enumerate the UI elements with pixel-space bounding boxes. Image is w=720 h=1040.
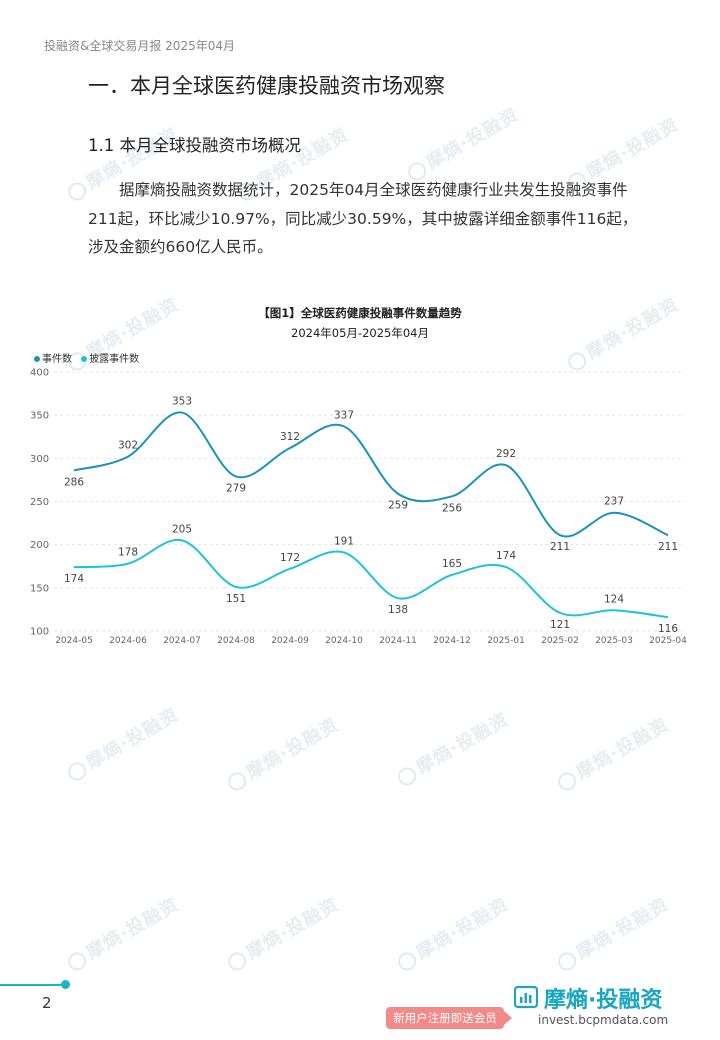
- legend-marker: [34, 356, 40, 362]
- legend-label: 事件数: [42, 354, 72, 365]
- data-label: 174: [64, 573, 84, 585]
- x-tick-label: 2024-06: [109, 636, 147, 646]
- data-label: 172: [280, 552, 300, 564]
- footer-accent-dot: [61, 980, 70, 989]
- watermark: 摩熵·投融资: [392, 706, 513, 791]
- brand-url[interactable]: invest.bcpmdata.com: [538, 1013, 669, 1027]
- data-label: 312: [280, 431, 300, 443]
- x-tick-label: 2024-08: [217, 636, 255, 646]
- watermark: 摩熵·投融资: [392, 891, 513, 976]
- section-title: 一．本月全球医药健康投融资市场观察: [88, 74, 445, 98]
- watermark: 摩熵·投融资: [62, 891, 183, 976]
- data-label: 259: [388, 500, 408, 512]
- data-label: 292: [496, 448, 516, 460]
- legend-item-events: 事件数: [34, 354, 75, 365]
- data-label: 165: [442, 558, 462, 570]
- x-tick-label: 2024-11: [379, 636, 417, 646]
- chart-legend: 事件数 披露事件数: [34, 350, 145, 365]
- running-header: 投融资&全球交易月报 2025年04月: [44, 39, 235, 53]
- brand-logo-icon: [514, 985, 538, 1009]
- data-label: 237: [604, 496, 624, 508]
- data-label: 178: [118, 547, 138, 559]
- subsection-title: 1.1 本月全球投融资市场概况: [88, 136, 301, 155]
- data-label: 302: [118, 440, 138, 452]
- footer-accent-line: [0, 984, 66, 986]
- series-line-events: [73, 411, 669, 538]
- data-label: 124: [604, 593, 624, 605]
- data-label: 151: [226, 593, 246, 605]
- x-tick-label: 2024-05: [55, 636, 93, 646]
- data-label: 211: [550, 541, 570, 553]
- x-tick-label: 2025-03: [595, 636, 633, 646]
- y-tick-label: 250: [30, 497, 49, 508]
- y-tick-label: 350: [30, 411, 49, 422]
- watermark: 摩熵·投融资: [62, 701, 183, 786]
- data-label: 256: [442, 502, 462, 514]
- chart-subtitle: 2024年05月-2025年04月: [291, 326, 429, 340]
- chart-title: 【图1】全球医药健康投融事件数量趋势: [258, 306, 462, 320]
- legend-label: 披露事件数: [89, 354, 140, 365]
- y-tick-label: 300: [30, 454, 49, 465]
- series-line-disclosed: [73, 538, 669, 619]
- x-tick-label: 2025-01: [487, 636, 525, 646]
- x-tick-label: 2025-04: [649, 636, 687, 646]
- x-tick-label: 2024-09: [271, 636, 309, 646]
- data-label: 138: [388, 604, 408, 616]
- watermark: 摩熵·投融资: [552, 891, 673, 976]
- x-tick-label: 2025-02: [541, 636, 579, 646]
- x-tick-label: 2024-07: [163, 636, 201, 646]
- promo-badge[interactable]: 新用户注册即送会员: [386, 1007, 512, 1029]
- data-label: 174: [496, 550, 516, 562]
- line-chart: 400 350 300 250 200 150 100 2024-05 2024-06 2024-…: [30, 368, 687, 647]
- data-label: 286: [64, 476, 84, 488]
- x-tick-label: 2024-10: [325, 636, 363, 646]
- watermark: 摩熵·投融资: [552, 711, 673, 796]
- legend-item-disclosed: 披露事件数: [81, 354, 139, 365]
- data-label: 191: [334, 535, 354, 547]
- watermark: 摩熵·投融资: [222, 711, 343, 796]
- data-label: 353: [172, 396, 192, 408]
- data-label: 211: [658, 541, 678, 553]
- brand-name: 摩熵·投融资: [544, 988, 663, 1013]
- summary-paragraph: 据摩熵投融资数据统计，2025年04月全球医药健康行业共发生投融资事件211起，…: [88, 181, 638, 256]
- x-tick-label: 2024-12: [433, 636, 471, 646]
- data-label: 121: [550, 619, 570, 631]
- data-label: 205: [172, 523, 192, 535]
- page-number: 2: [42, 994, 52, 1012]
- watermark: 摩熵·投融资: [222, 891, 343, 976]
- y-tick-label: 150: [30, 583, 49, 594]
- y-tick-label: 400: [30, 368, 49, 379]
- data-label: 279: [226, 482, 246, 494]
- y-tick-label: 100: [30, 627, 49, 638]
- y-tick-label: 200: [30, 540, 49, 551]
- legend-marker: [81, 356, 88, 362]
- data-label: 337: [334, 409, 354, 421]
- data-label: 116: [658, 623, 678, 635]
